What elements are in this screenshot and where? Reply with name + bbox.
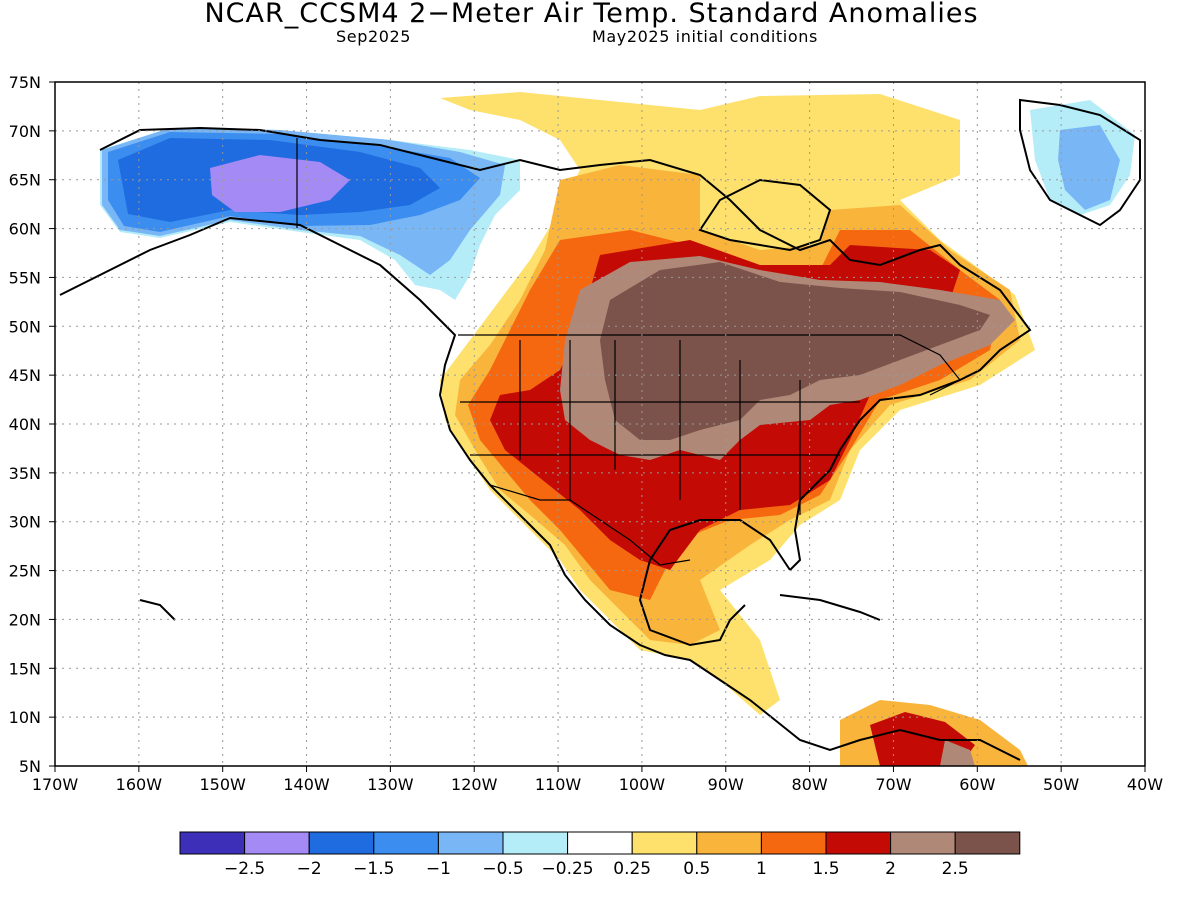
latitude-labels: 75N 70N 65N 60N 55N 50N 45N 40N 35N 30N 25N 20N 15N 1… [9, 73, 55, 776]
colorbar-swatch [373, 831, 439, 855]
colorbar-label: 1 [756, 859, 767, 879]
colorbar-swatch [696, 831, 762, 855]
anomaly-greenland-mid [1058, 125, 1120, 210]
coast-alaska [59, 216, 1021, 761]
lat-tick-label: 65N [9, 171, 41, 190]
colorbar-label: 1.5 [812, 859, 839, 879]
colorbar-swatch [954, 831, 1021, 855]
lon-tick-label: 50W [1043, 775, 1079, 794]
colorbar-labels: −2.5 −2 −1.5 −1 −0.5 −0.25 0.25 0.5 1 1.5 2 2.5 [224, 859, 969, 879]
lon-tick-label: 90W [708, 775, 744, 794]
colorbar-swatch [825, 831, 892, 855]
colorbar-label: 2 [885, 859, 896, 879]
colorbar-label: −0.25 [542, 859, 594, 879]
lon-tick-label: 160W [116, 775, 163, 794]
colorbar [179, 831, 1021, 855]
colorbar-label: −0.5 [482, 859, 523, 879]
lat-tick-label: 55N [9, 268, 41, 287]
coast-gulf [638, 519, 791, 647]
colorbar-swatch [760, 831, 827, 855]
coast-hudson [698, 178, 832, 252]
longitude-labels: 170W 160W 150W 140W 130W 120W 110W 100W 90W 80W 70… [32, 766, 1163, 794]
lat-tick-label: 35N [9, 464, 41, 483]
lon-tick-label: 70W [875, 775, 911, 794]
initial-conditions: May2025 initial conditions [592, 27, 818, 46]
lon-tick-label: 130W [367, 775, 414, 794]
lat-tick-label: 40N [9, 415, 41, 434]
colorbar-swatch [502, 831, 569, 855]
lat-tick-label: 10N [9, 708, 41, 727]
colorbar-label: 0.25 [613, 859, 651, 879]
lat-tick-label: 75N [9, 73, 41, 92]
lat-tick-label: 30N [9, 513, 41, 532]
colorbar-label: −1.5 [353, 859, 394, 879]
border-us-mexico [489, 484, 691, 566]
lat-tick-label: 25N [9, 562, 41, 581]
colorbar-swatch [567, 831, 633, 855]
colorbar-swatch [244, 831, 310, 855]
colorbar-swatch [890, 831, 956, 855]
lon-tick-label: 170W [32, 775, 79, 794]
map-title: NCAR_CCSM4 2−Meter Air Temp. Standard An… [204, 0, 979, 29]
colorbar-swatch [437, 831, 504, 855]
border-us-canada [458, 334, 961, 396]
lat-tick-label: 20N [9, 610, 41, 629]
colorbar-swatch [631, 831, 698, 855]
coast-hawaii [139, 599, 176, 621]
colorbar-label: −2 [297, 859, 322, 879]
anomaly-alaska-peak [210, 155, 350, 212]
anomaly-warm-max [600, 262, 990, 440]
lon-tick-label: 150W [200, 775, 247, 794]
coast-greenland [1019, 98, 1141, 227]
colorbar-label: 0.5 [683, 859, 710, 879]
boundaries [296, 138, 961, 566]
colorbar-label: 2.5 [942, 859, 969, 879]
lon-tick-label: 60W [959, 775, 995, 794]
coast-arctic [99, 126, 1032, 571]
lon-tick-label: 100W [619, 775, 666, 794]
lon-tick-label: 120W [451, 775, 498, 794]
coast-cuba [779, 594, 881, 621]
anomaly-southamerica-max [940, 740, 975, 766]
lon-tick-label: 140W [283, 775, 330, 794]
lon-tick-label: 110W [535, 775, 582, 794]
colorbar-label: −1 [426, 859, 451, 879]
state-lines [460, 340, 860, 515]
lat-tick-label: 45N [9, 366, 41, 385]
lon-tick-label: 80W [792, 775, 828, 794]
lat-tick-label: 60N [9, 220, 41, 239]
lat-tick-label: 70N [9, 122, 41, 141]
lat-tick-label: 5N [19, 757, 41, 776]
lat-tick-label: 15N [9, 659, 41, 678]
forecast-month: Sep2025 [336, 27, 412, 46]
colorbar-label: −2.5 [224, 859, 265, 879]
lat-tick-label: 50N [9, 317, 41, 336]
lon-tick-label: 40W [1127, 775, 1163, 794]
coastlines [59, 98, 1141, 761]
colorbar-swatch [308, 831, 375, 855]
colorbar-swatch [179, 831, 246, 855]
